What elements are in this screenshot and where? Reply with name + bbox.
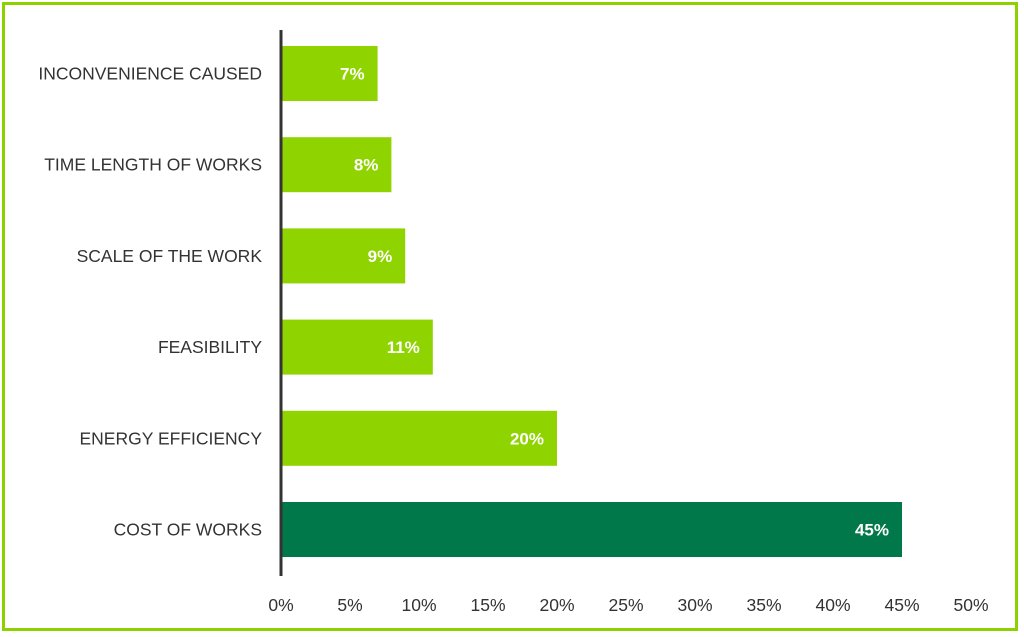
data-label: 11% [387,338,420,357]
category-labels-group: INCONVENIENCE CAUSED TIME LENGTH OF WORKS… [38,64,262,540]
data-label: 20% [510,429,544,448]
bars-group [281,46,902,557]
bar-3 [281,228,406,284]
bar-6 [281,502,902,557]
data-label: 8% [354,156,379,175]
x-tick-label: 5% [337,595,362,615]
x-tick-label: 35% [746,595,781,615]
x-tick-label: 10% [401,595,436,615]
data-labels-group: 7% 8% 9% 11% 20% 45% [340,65,889,540]
x-tick-label: 0% [268,595,293,615]
x-tick-label: 15% [470,595,505,615]
x-tick-labels-group: 0% 5% 10% 15% 20% 25% 30% 35% 40% 45% 50% [268,595,988,615]
category-label: ENERGY EFFICIENCY [80,428,263,448]
category-label: COST OF WORKS [114,520,262,540]
bar-2 [281,137,392,193]
x-tick-label: 40% [815,595,850,615]
bar-5 [281,410,557,466]
category-label: TIME LENGTH OF WORKS [44,155,262,175]
category-label: INCONVENIENCE CAUSED [38,64,262,84]
x-tick-label: 45% [884,595,919,615]
data-label: 9% [368,247,393,266]
bar-4 [281,319,433,375]
category-label: SCALE OF THE WORK [77,246,263,266]
x-tick-label: 30% [677,595,712,615]
x-tick-label: 50% [953,595,988,615]
x-tick-label: 20% [539,595,574,615]
category-label: FEASIBILITY [158,337,262,357]
data-label: 7% [340,65,365,84]
bar-1 [281,46,378,101]
data-label: 45% [855,521,889,540]
x-tick-label: 25% [608,595,643,615]
